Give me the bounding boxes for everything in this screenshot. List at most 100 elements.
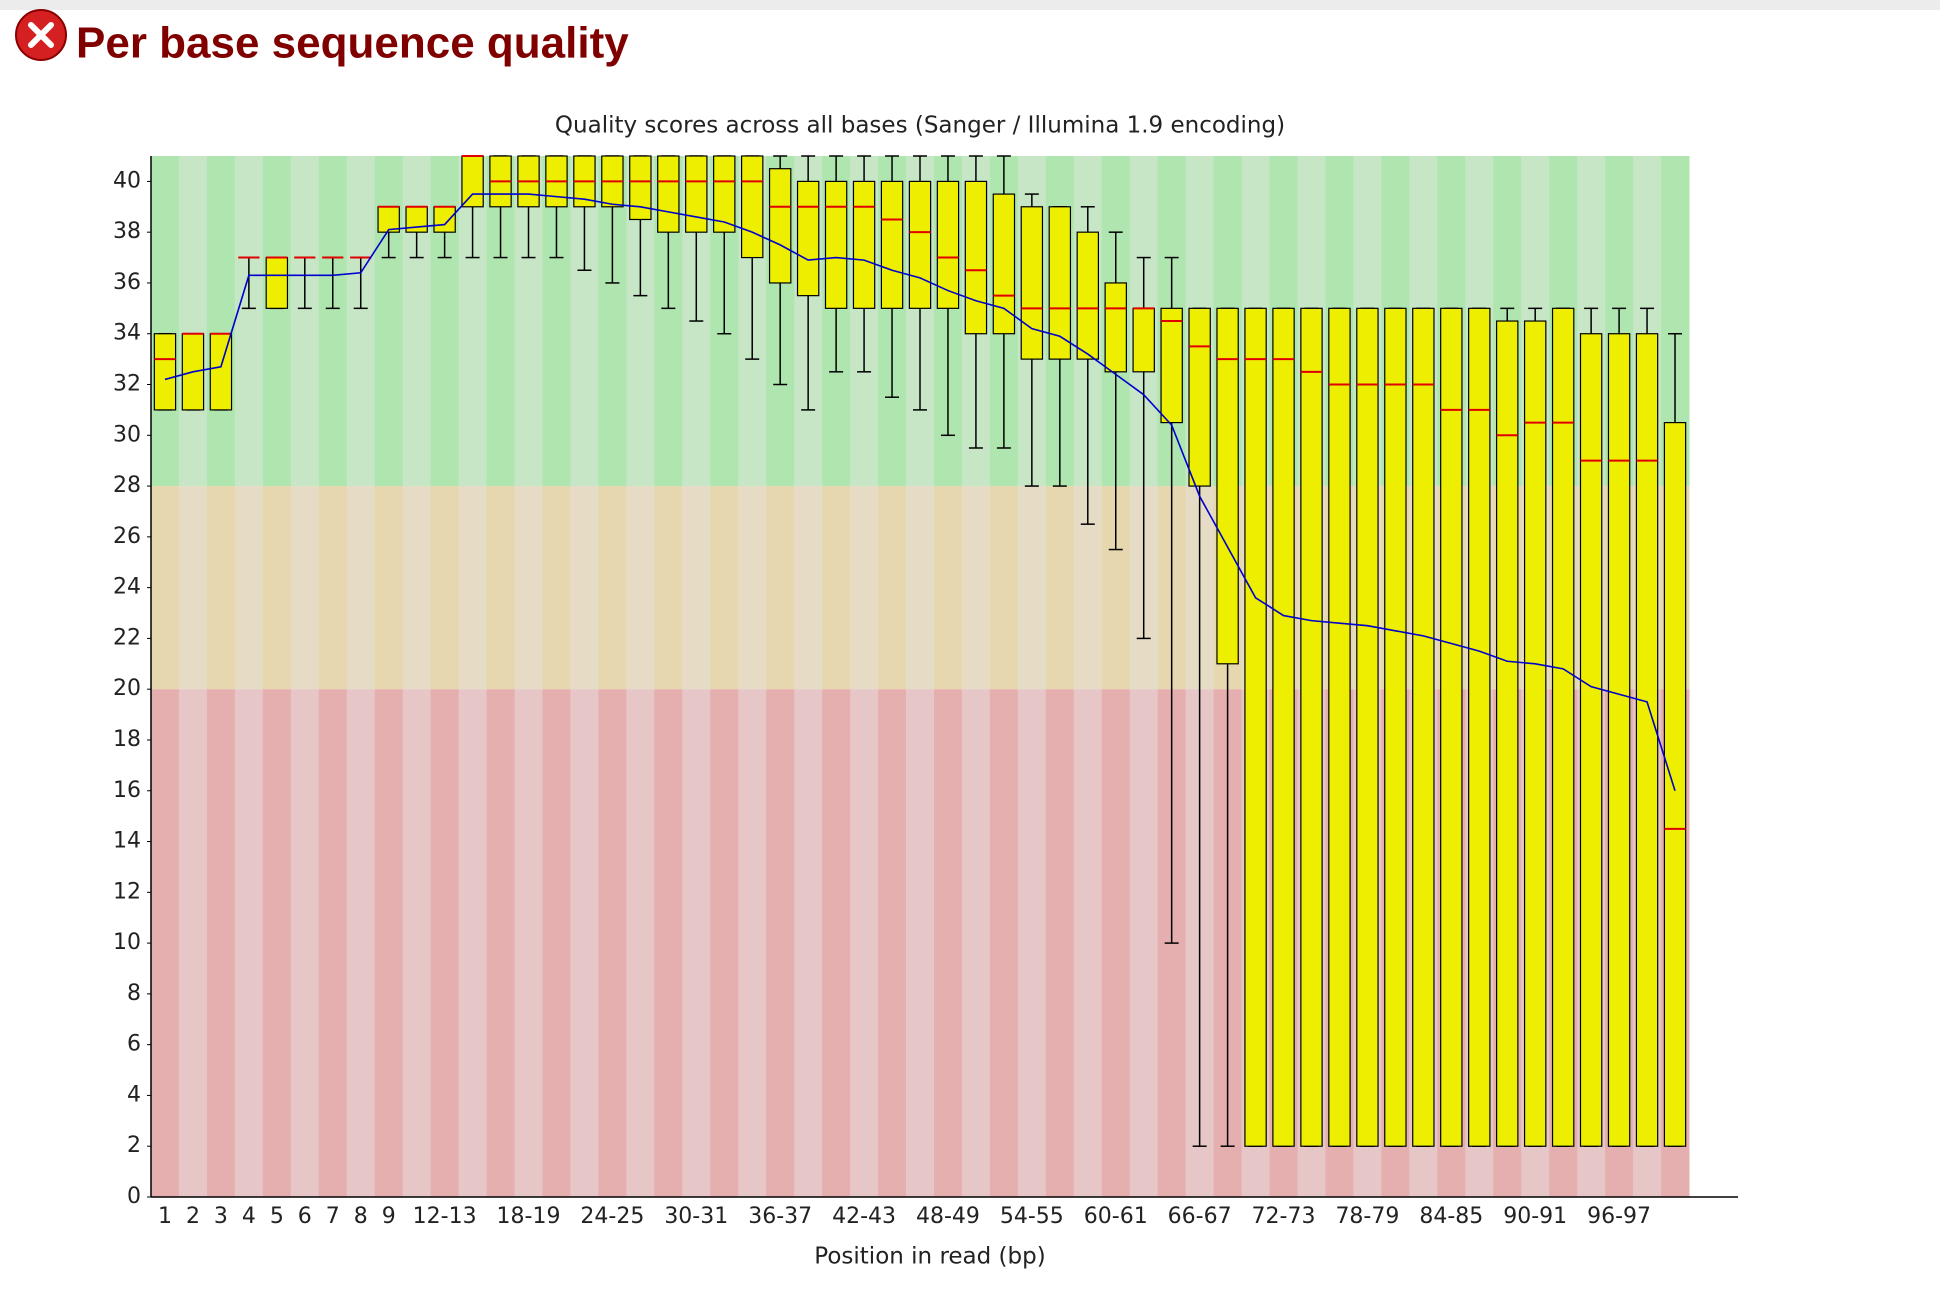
quality-band [738,486,767,690]
quality-band [766,486,795,690]
quality-band [430,689,460,1197]
quality-band [262,486,292,690]
quality-band [234,689,264,1197]
quality-band [961,486,991,690]
box [153,333,177,411]
quality-band [318,156,348,487]
quality-band [206,486,236,690]
box [1076,231,1100,360]
quality-band [206,689,236,1197]
box [1635,333,1659,1147]
box [1188,307,1211,487]
box [852,180,876,309]
x-tick-label: 78-79 [1335,1204,1399,1229]
quality-band [598,689,627,1197]
y-tick-label: 8 [127,981,141,1006]
quality-band [374,689,404,1197]
quality-band [402,156,432,487]
box [1384,307,1407,1147]
box [1468,307,1491,1147]
quality-band [318,486,348,690]
quality-band [151,156,180,487]
quality-band [738,689,767,1197]
quality-band [151,486,180,690]
quality-band [822,689,851,1197]
box [1496,320,1519,1147]
box [629,155,652,221]
quality-band [234,486,264,690]
quality-band [710,689,739,1197]
quality-band [374,156,404,487]
box [1579,333,1603,1147]
box [992,193,1016,335]
quality-band [850,689,879,1197]
quality-band [710,486,739,690]
y-tick-label: 30 [113,422,141,447]
quality-band [458,486,488,690]
x-tick-label: 1 [158,1204,172,1229]
quality-band [206,156,236,487]
box [1412,307,1435,1147]
y-tick-label: 4 [127,1082,141,1107]
quality-band [766,689,795,1197]
quality-band [374,486,404,690]
quality-band [878,486,907,690]
x-tick-label: 60-61 [1084,1204,1148,1229]
quality-band [151,689,180,1197]
x-tick-label: 7 [326,1204,340,1229]
x-tick-label: 72-73 [1252,1204,1316,1229]
y-tick-label: 40 [113,168,141,193]
quality-band [570,689,599,1197]
quality-band [346,156,376,487]
x-tick-label: 5 [270,1204,284,1229]
x-tick-label: 66-67 [1168,1204,1232,1229]
x-tick-label: 90-91 [1503,1204,1567,1229]
quality-band [178,486,208,690]
box [685,155,708,233]
quality-band [542,689,571,1197]
quality-band [626,689,655,1197]
quality-band [1017,689,1047,1197]
error-icon [15,9,67,61]
quality-band [486,486,516,690]
y-tick-label: 14 [113,829,141,854]
box [1216,307,1239,665]
quality-band [486,689,516,1197]
quality-band [430,486,460,690]
box [265,256,289,309]
quality-band [989,486,1019,690]
x-tick-label: 18-19 [497,1204,561,1229]
quality-band [682,689,711,1197]
quality-band [598,486,627,690]
quality-band [1017,486,1047,690]
quality-band [402,689,432,1197]
y-tick-label: 2 [127,1133,141,1158]
box [433,206,456,233]
quality-band [1101,689,1131,1197]
quality-band [178,689,208,1197]
quality-band [850,486,879,690]
box [1356,307,1379,1147]
quality-band [542,486,571,690]
box [796,180,820,297]
x-tick-label: 3 [214,1204,228,1229]
quality-band [1045,689,1075,1197]
quality-band [514,689,543,1197]
quality-band [822,486,851,690]
x-tick-label: 6 [298,1204,312,1229]
box [1663,421,1687,1147]
box [768,168,792,284]
quality-band [346,689,376,1197]
box [936,180,960,309]
quality-band [430,156,460,487]
box [1272,307,1295,1147]
quality-band [1129,689,1159,1197]
quality-band [933,689,963,1197]
box [1607,333,1631,1147]
section-title: Per base sequence quality [76,19,629,68]
quality-band [1073,689,1103,1197]
quality-band [933,486,963,690]
box [1244,307,1267,1147]
quality-band [262,689,292,1197]
y-tick-label: 26 [113,524,141,549]
